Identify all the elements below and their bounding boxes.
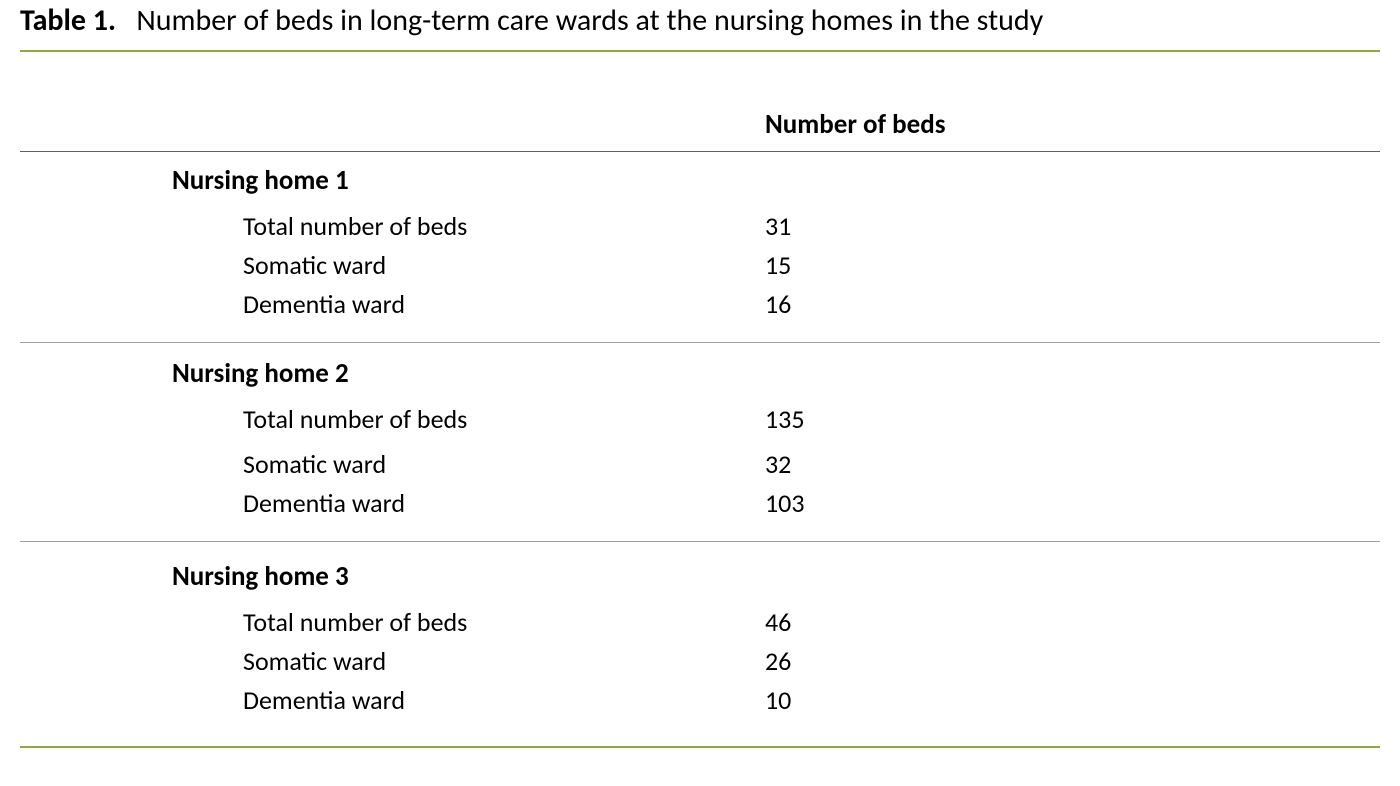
row-value: 31 <box>765 207 1380 246</box>
table-caption: Number of beds in long-term care wards a… <box>136 2 1043 39</box>
row-value: 16 <box>765 285 1380 324</box>
row-value: 26 <box>765 642 1380 681</box>
row-value: 46 <box>765 603 1380 642</box>
row-label: Total number of beds <box>20 400 765 439</box>
section-heading: Nursing home 1 <box>20 164 1380 207</box>
row-value: 15 <box>765 246 1380 285</box>
table-row: Dementia ward 10 <box>20 681 1380 720</box>
table-number: Table 1. <box>20 2 116 39</box>
table-row: Somatic ward 15 <box>20 246 1380 285</box>
row-value: 103 <box>765 484 1380 523</box>
row-label: Dementia ward <box>20 681 765 720</box>
table-row: Total number of beds 46 <box>20 603 1380 642</box>
table-title: Table 1. Number of beds in long-term car… <box>20 2 1380 52</box>
row-label: Dementia ward <box>20 285 765 324</box>
column-header: Number of beds <box>765 108 1380 141</box>
column-header-spacer <box>20 108 765 141</box>
table-row: Dementia ward 103 <box>20 484 1380 523</box>
table-row: Total number of beds 31 <box>20 207 1380 246</box>
row-label: Somatic ward <box>20 642 765 681</box>
section-heading: Nursing home 2 <box>20 357 1380 400</box>
section-nursing-home-1: Nursing home 1 Total number of beds 31 S… <box>20 152 1380 343</box>
row-value: 32 <box>765 445 1380 484</box>
section-nursing-home-2: Nursing home 2 Total number of beds 135 … <box>20 343 1380 542</box>
section-heading: Nursing home 3 <box>20 560 1380 603</box>
table-row: Total number of beds 135 <box>20 400 1380 439</box>
row-value: 135 <box>765 400 1380 439</box>
row-label: Total number of beds <box>20 207 765 246</box>
column-header-row: Number of beds <box>20 108 1380 152</box>
table-row: Dementia ward 16 <box>20 285 1380 324</box>
table-row: Somatic ward 26 <box>20 642 1380 681</box>
row-label: Total number of beds <box>20 603 765 642</box>
row-label: Dementia ward <box>20 484 765 523</box>
section-nursing-home-3: Nursing home 3 Total number of beds 46 S… <box>20 542 1380 748</box>
row-value: 10 <box>765 681 1380 720</box>
row-label: Somatic ward <box>20 445 765 484</box>
table-row: Somatic ward 32 <box>20 445 1380 484</box>
row-label: Somatic ward <box>20 246 765 285</box>
